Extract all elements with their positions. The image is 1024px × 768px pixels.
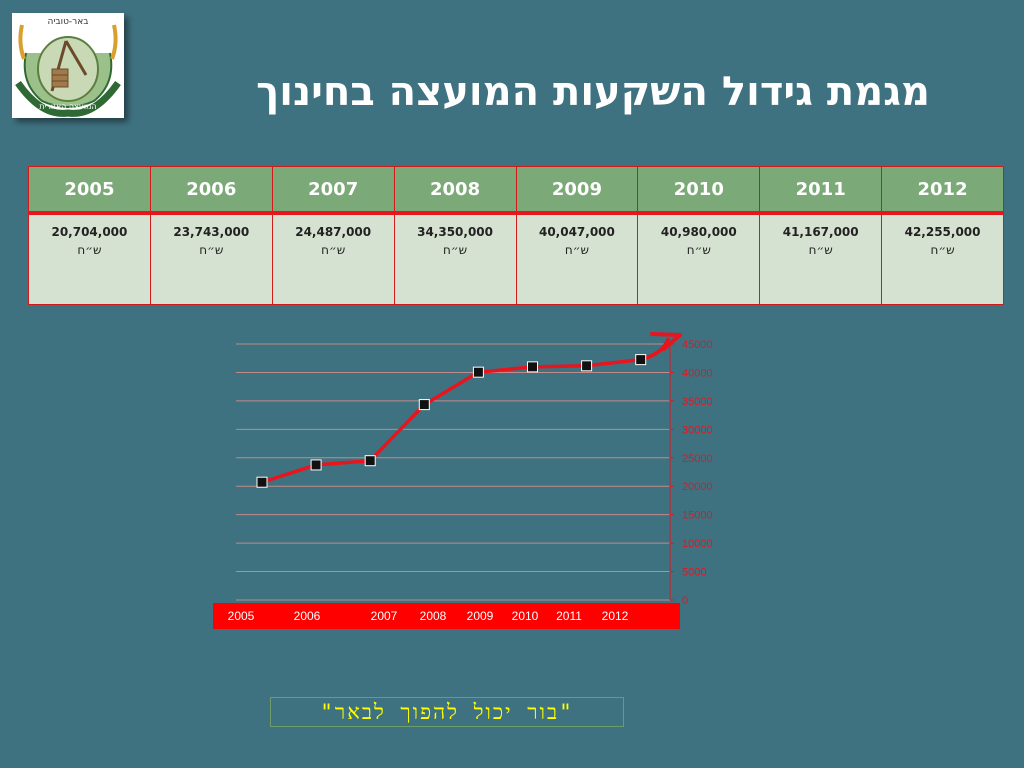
data-point xyxy=(635,354,647,366)
y-tick-label: 5000 xyxy=(682,567,706,579)
data-point xyxy=(256,476,268,488)
y-tick-label: 40000 xyxy=(682,367,713,379)
x-tick-label: 2010 xyxy=(512,609,539,623)
amount-value: 41,167,000 xyxy=(782,225,859,239)
y-tick-label: 35000 xyxy=(682,396,713,408)
x-tick-label: 2009 xyxy=(467,609,494,623)
amount-cell: 24,487,000 ש״ח xyxy=(271,212,395,305)
amount-cell: 41,167,000 ש״ח xyxy=(759,212,883,305)
data-point xyxy=(310,459,322,471)
council-emblem-icon: באר-טוביה המועצה האזורית xyxy=(12,13,124,118)
year-header: 2005 xyxy=(28,166,151,215)
amount-value: 24,487,000 xyxy=(295,225,372,239)
data-point xyxy=(472,366,484,378)
currency-label: ש״ח xyxy=(564,243,589,257)
y-tick-label: 15000 xyxy=(682,510,713,522)
amount-value: 42,255,000 xyxy=(904,225,981,239)
y-tick-label: 20000 xyxy=(682,481,713,493)
amount-value: 40,980,000 xyxy=(660,225,737,239)
quote-text: "בור יכול להפוך לבאר" xyxy=(270,697,624,727)
x-tick-label: 2011 xyxy=(556,609,582,623)
x-axis-band xyxy=(213,603,680,629)
y-tick-label: 0 xyxy=(682,595,688,607)
table-header-row: 2005 2006 2007 2008 2009 2010 2011 2012 xyxy=(28,166,1004,215)
year-header: 2011 xyxy=(759,166,883,215)
y-tick-label: 25000 xyxy=(682,453,713,465)
currency-label: ש״ח xyxy=(686,243,711,257)
amount-value: 34,350,000 xyxy=(417,225,494,239)
amount-value: 23,743,000 xyxy=(173,225,250,239)
council-logo: באר-טוביה המועצה האזורית xyxy=(12,13,124,118)
amount-cell: 23,743,000 ש״ח xyxy=(149,212,273,305)
page-title: מגמת גידול השקעות המועצה בחינוך xyxy=(256,69,930,115)
currency-label: ש״ח xyxy=(443,243,468,257)
year-header: 2008 xyxy=(393,166,517,215)
trend-arrow-head xyxy=(650,332,682,351)
data-point xyxy=(581,360,593,372)
x-tick-label: 2006 xyxy=(294,609,321,623)
amount-cell: 20,704,000 ש״ח xyxy=(28,212,151,305)
data-point xyxy=(418,399,430,411)
amount-value: 40,047,000 xyxy=(538,225,615,239)
y-tick-label: 10000 xyxy=(682,538,713,550)
y-tick-label: 45000 xyxy=(682,339,713,351)
currency-label: ש״ח xyxy=(321,243,346,257)
currency-label: ש״ח xyxy=(808,243,833,257)
year-header: 2012 xyxy=(881,166,1004,215)
y-tick-label: 30000 xyxy=(682,424,713,436)
currency-label: ש״ח xyxy=(77,243,102,257)
amount-cell: 42,255,000 ש״ח xyxy=(881,212,1004,305)
currency-label: ש״ח xyxy=(930,243,955,257)
logo-top-text: באר-טוביה xyxy=(48,17,89,27)
year-header: 2010 xyxy=(637,166,761,215)
x-tick-label: 2007 xyxy=(371,609,398,623)
investment-table: 2005 2006 2007 2008 2009 2010 2011 2012 … xyxy=(28,166,1004,305)
amount-cell: 40,980,000 ש״ח xyxy=(637,212,761,305)
data-point xyxy=(527,361,538,373)
x-tick-label: 2008 xyxy=(420,609,447,623)
series-line xyxy=(261,357,641,484)
currency-label: ש״ח xyxy=(199,243,224,257)
data-point xyxy=(364,455,376,467)
amount-cell: 40,047,000 ש״ח xyxy=(515,212,639,305)
x-tick-label: 2012 xyxy=(602,609,629,623)
x-tick-label: 2005 xyxy=(228,609,255,623)
amount-value: 20,704,000 xyxy=(51,225,128,239)
year-header: 2009 xyxy=(515,166,639,215)
amount-cell: 34,350,000 ש״ח xyxy=(393,212,517,305)
table-row: 20,704,000 ש״ח 23,743,000 ש״ח 24,487,000 ש״… xyxy=(28,212,1004,305)
logo-bottom-text: המועצה האזורית xyxy=(39,102,96,111)
